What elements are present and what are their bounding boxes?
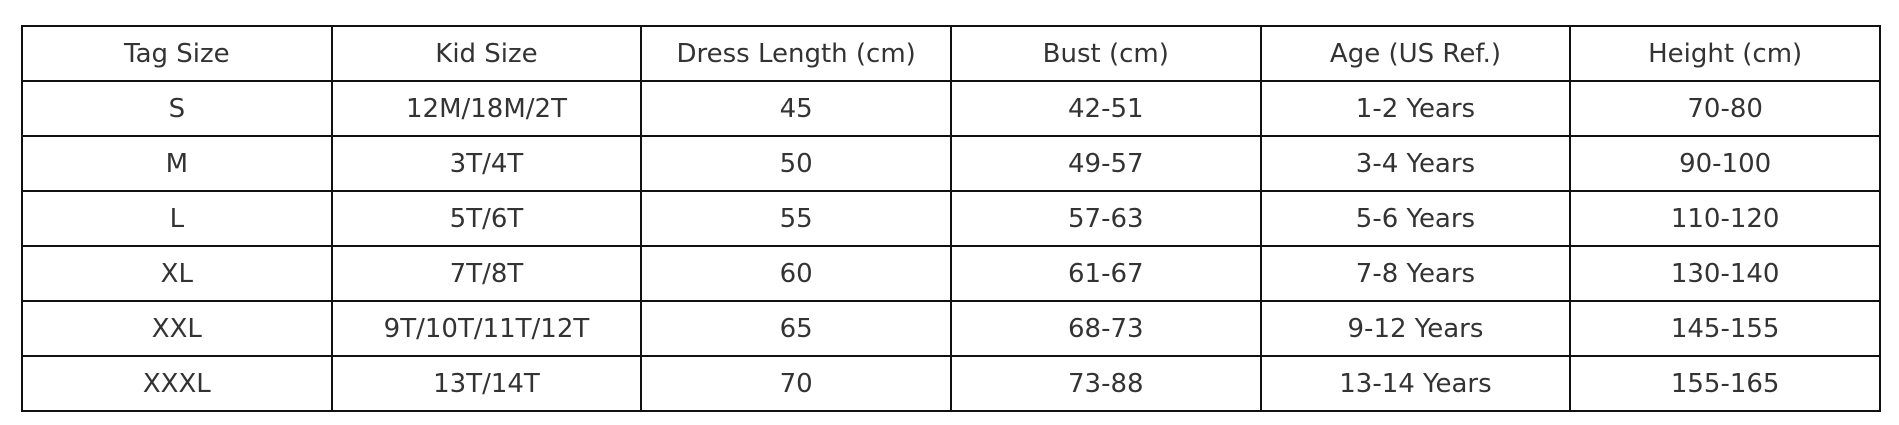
table-cell: 42-51	[949, 80, 1262, 137]
table-cell: 1-2 Years	[1259, 80, 1572, 137]
table-cell: 145-155	[1569, 300, 1881, 357]
table-cell: 9-12 Years	[1259, 300, 1572, 357]
table-row: S 12M/18M/2T 45 42-51 1-2 Years 70-80	[21, 80, 1881, 137]
table-row: XL 7T/8T 60 61-67 7-8 Years 130-140	[21, 245, 1881, 302]
table-cell: L	[21, 190, 333, 247]
table-cell: 61-67	[949, 245, 1262, 302]
table-cell: 68-73	[949, 300, 1262, 357]
header-cell: Height (cm)	[1569, 25, 1881, 82]
table-cell: 73-88	[949, 355, 1262, 412]
table-cell: 60	[640, 245, 952, 302]
table-cell: 7T/8T	[330, 245, 643, 302]
table-row: XXL 9T/10T/11T/12T 65 68-73 9-12 Years 145-15…	[21, 300, 1881, 357]
table-cell: 130-140	[1569, 245, 1881, 302]
table-cell: 5T/6T	[330, 190, 643, 247]
table-cell: 13T/14T	[330, 355, 643, 412]
table-row: XXXL 13T/14T 70 73-88 13-14 Years 155-165	[21, 355, 1881, 412]
header-cell: Dress Length (cm)	[640, 25, 952, 82]
header-cell: Tag Size	[21, 25, 333, 82]
table-cell: 55	[640, 190, 952, 247]
size-table: Tag Size Kid Size Dress Length (cm) Bust (c…	[21, 25, 1881, 412]
table-cell: 65	[640, 300, 952, 357]
table-cell: 3T/4T	[330, 135, 643, 192]
header-cell: Bust (cm)	[949, 25, 1262, 82]
table-cell: 49-57	[949, 135, 1262, 192]
table-cell: 9T/10T/11T/12T	[330, 300, 643, 357]
header-row: Tag Size Kid Size Dress Length (cm) Bust (c…	[21, 25, 1881, 82]
table-cell: 12M/18M/2T	[330, 80, 643, 137]
table-cell: 3-4 Years	[1259, 135, 1572, 192]
table-cell: 7-8 Years	[1259, 245, 1572, 302]
table-cell: M	[21, 135, 333, 192]
table-row: L 5T/6T 55 57-63 5-6 Years 110-120	[21, 190, 1881, 247]
table-cell: 90-100	[1569, 135, 1881, 192]
table-cell: 13-14 Years	[1259, 355, 1572, 412]
table-cell: 110-120	[1569, 190, 1881, 247]
table-cell: 45	[640, 80, 952, 137]
table-cell: 70-80	[1569, 80, 1881, 137]
header-cell: Kid Size	[330, 25, 643, 82]
table-row: M 3T/4T 50 49-57 3-4 Years 90-100	[21, 135, 1881, 192]
table-cell: XXXL	[21, 355, 333, 412]
table-cell: S	[21, 80, 333, 137]
table-cell: XL	[21, 245, 333, 302]
table-cell: XXL	[21, 300, 333, 357]
table-cell: 155-165	[1569, 355, 1881, 412]
table-cell: 5-6 Years	[1259, 190, 1572, 247]
table-cell: 50	[640, 135, 952, 192]
table-cell: 70	[640, 355, 952, 412]
header-cell: Age (US Ref.)	[1259, 25, 1572, 82]
table-cell: 57-63	[949, 190, 1262, 247]
